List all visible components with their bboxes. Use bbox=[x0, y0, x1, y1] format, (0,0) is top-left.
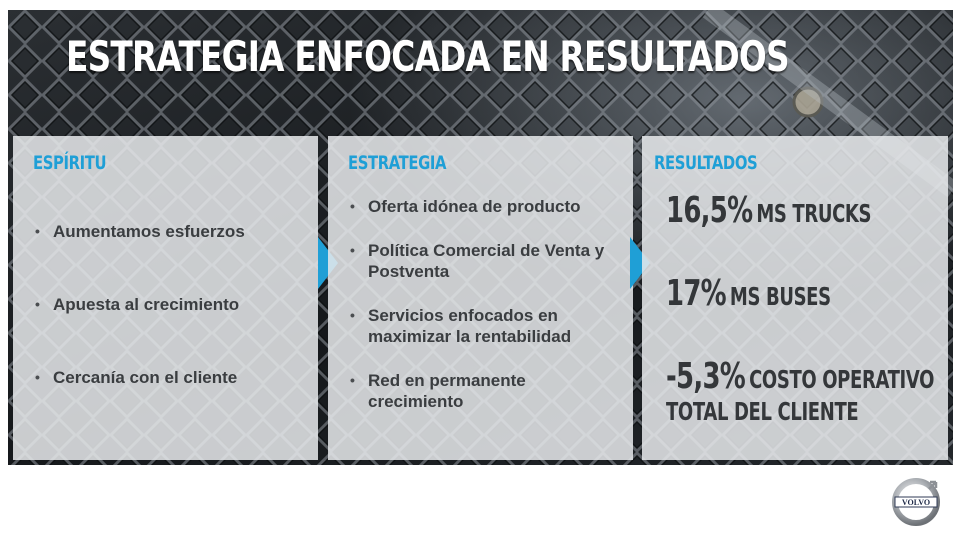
slide-title: ESTRATEGIA ENFOCADA EN RESULTADOS bbox=[66, 32, 790, 81]
result-ms-trucks: 16,5% MS TRUCKS bbox=[666, 190, 871, 231]
panel-heading: ESPÍRITU bbox=[33, 152, 107, 174]
result-value: -5,3% bbox=[666, 356, 746, 397]
list-item: • Servicios enfocados en maximizar la ren… bbox=[350, 306, 572, 346]
panel-espiritu: ESPÍRITU • Aumentamos esfuerzos • Apuesta … bbox=[13, 136, 318, 460]
list-item: • Red en permanente crecimiento bbox=[350, 371, 526, 411]
bullet-list: • Aumentamos esfuerzos • Apuesta al crecim… bbox=[33, 221, 302, 440]
list-item: • Oferta idónea de producto bbox=[350, 197, 581, 216]
logo-text: VOLVO bbox=[902, 498, 930, 507]
result-label: MS BUSES bbox=[729, 282, 831, 311]
panel-heading: RESULTADOS bbox=[654, 152, 758, 174]
bullet-list: • Oferta idónea de producto • Política Com… bbox=[348, 196, 617, 435]
result-label: MS TRUCKS bbox=[756, 199, 872, 228]
panel-estrategia: ESTRATEGIA • Oferta idónea de producto • P… bbox=[328, 136, 633, 460]
list-item: • Cercanía con el cliente bbox=[35, 368, 238, 387]
panel-resultados: RESULTADOS 16,5% MS TRUCKS 17% MS BUSES … bbox=[642, 136, 948, 460]
result-ms-buses: 17% MS BUSES bbox=[666, 273, 831, 314]
result-value: 17% bbox=[666, 273, 727, 314]
volvo-logo-icon: VOLVO bbox=[891, 477, 941, 527]
list-item: • Política Comercial de Venta y Postventa bbox=[350, 241, 605, 281]
list-item: • Aumentamos esfuerzos bbox=[35, 222, 245, 241]
result-value: 16,5% bbox=[666, 190, 753, 231]
result-costo-operativo: -5,3% COSTO OPERATIVO TOTAL DEL CLIENTE bbox=[666, 356, 934, 426]
result-label: COSTO OPERATIVO bbox=[749, 365, 935, 394]
result-label-line2: TOTAL DEL CLIENTE bbox=[666, 397, 859, 426]
list-item: • Apuesta al crecimiento bbox=[35, 295, 240, 314]
panel-heading: ESTRATEGIA bbox=[348, 152, 447, 174]
